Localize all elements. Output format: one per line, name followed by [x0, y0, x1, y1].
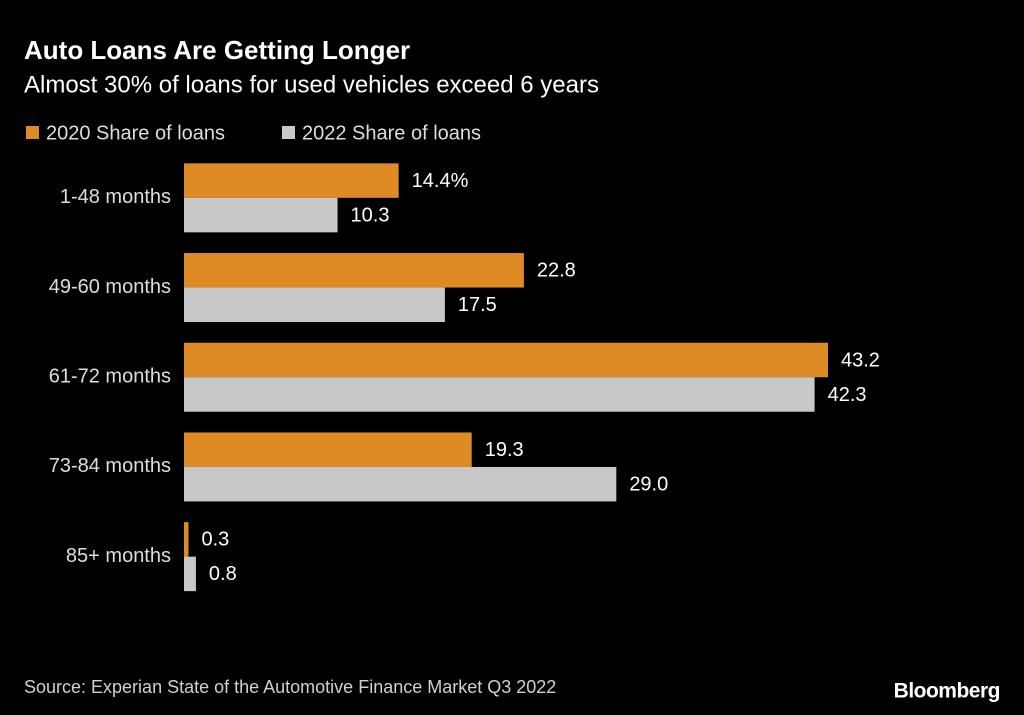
bar [184, 432, 472, 467]
value-label: 29.0 [629, 473, 668, 495]
y-tick-label: 49-60 months [49, 276, 171, 298]
value-label: 10.3 [351, 204, 390, 226]
value-label: 19.3 [485, 439, 524, 461]
value-label: 17.5 [458, 294, 497, 316]
bar [184, 287, 445, 323]
y-tick-label: 1-48 months [60, 186, 171, 208]
legend-label: 2020 Share of loans [46, 122, 225, 144]
bar [184, 253, 524, 288]
bar [184, 466, 617, 502]
value-label: 42.3 [828, 384, 867, 406]
value-label: 0.8 [209, 563, 237, 585]
bar [184, 556, 196, 592]
value-label: 0.3 [201, 529, 229, 551]
legend-swatch [282, 126, 295, 139]
brand: Bloomberg [894, 680, 1000, 703]
chart-title: Auto Loans Are Getting Longer [24, 35, 410, 65]
value-label: 22.8 [537, 260, 576, 282]
chart-subtitle: Almost 30% of loans for used vehicles ex… [24, 71, 599, 98]
legend-swatch [26, 126, 39, 139]
value-label: 14.4% [412, 170, 469, 192]
source: Source: Experian State of the Automotive… [24, 677, 556, 697]
bar [184, 163, 399, 198]
value-label: 43.2 [841, 349, 880, 371]
bar [184, 197, 338, 233]
bar [184, 522, 189, 557]
bar [184, 377, 815, 412]
bar [184, 342, 828, 378]
y-tick-label: 61-72 months [49, 366, 171, 388]
legend-label: 2022 Share of loans [302, 122, 481, 144]
y-tick-label: 85+ months [66, 545, 171, 567]
y-tick-label: 73-84 months [49, 455, 171, 477]
